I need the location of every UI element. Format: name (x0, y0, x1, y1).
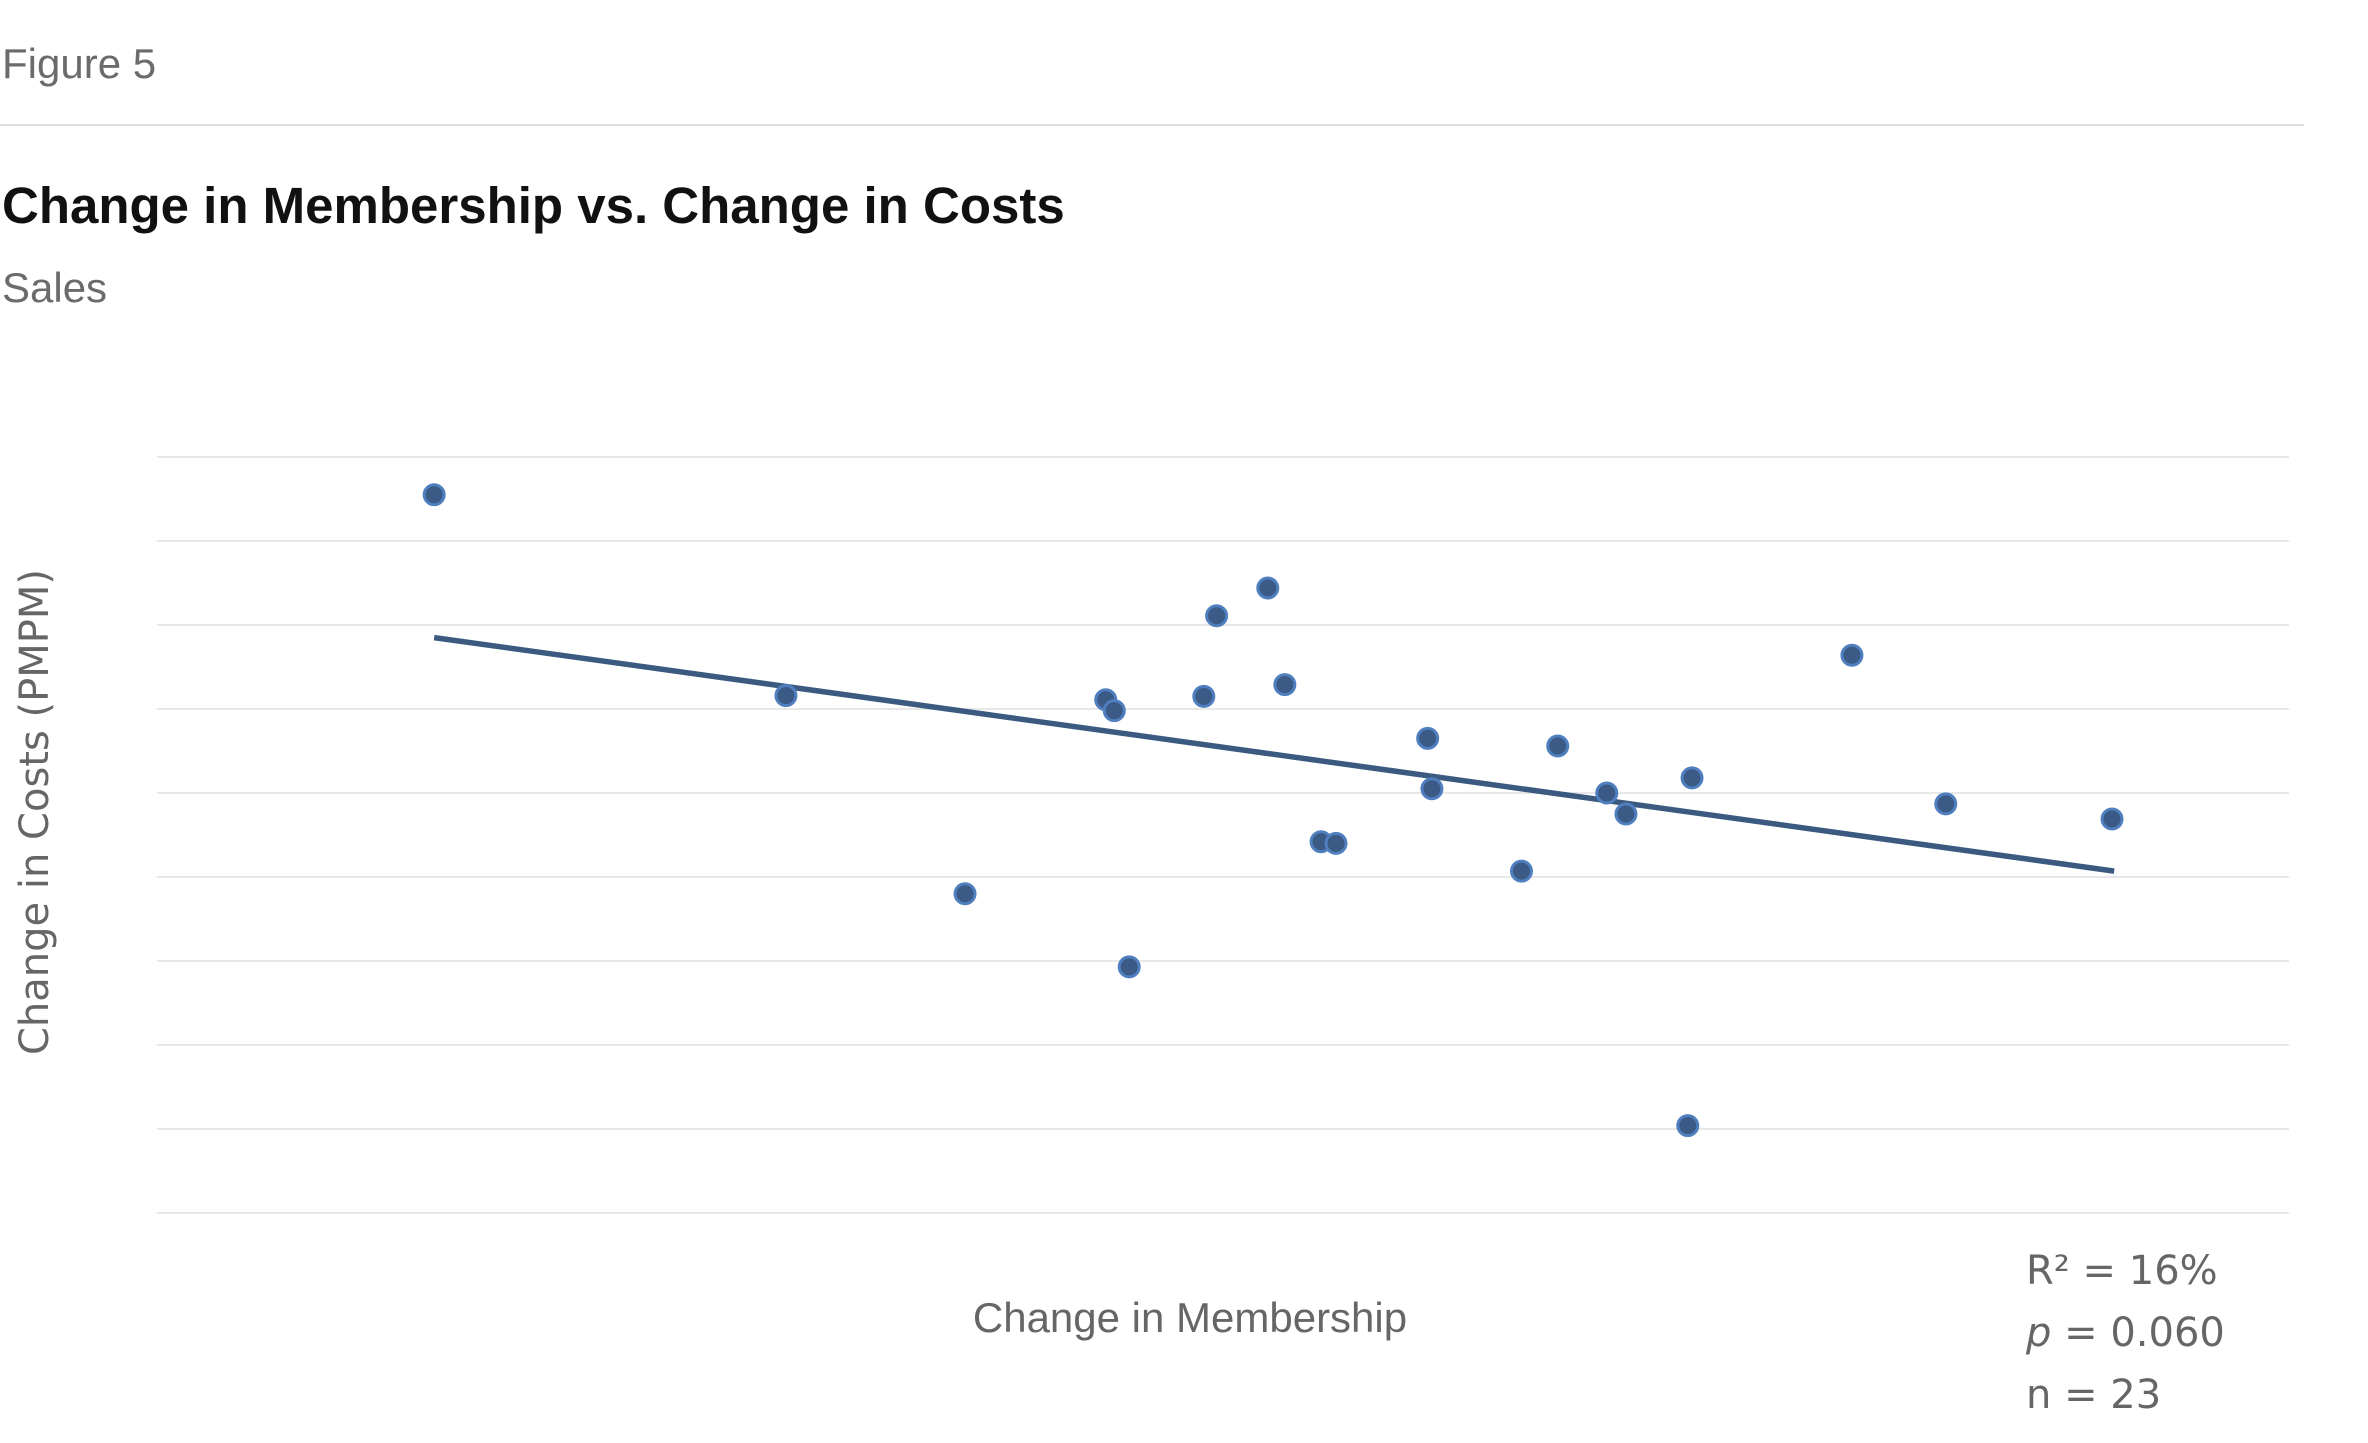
figure-label: Figure 5 (2, 40, 157, 87)
chart-subtitle: Sales (2, 264, 108, 311)
data-point (1509, 859, 1533, 883)
data-point (1416, 726, 1440, 750)
data-point (1934, 792, 1958, 816)
data-point (1192, 684, 1216, 708)
data-point (774, 684, 798, 708)
y-axis-label: Change in Costs (PMPM) (12, 569, 58, 1055)
trendline (433, 634, 2115, 874)
data-point (1256, 576, 1280, 600)
data-point (1614, 802, 1638, 826)
data-point (1420, 777, 1444, 801)
data-point (1595, 781, 1619, 805)
regression-stats: R² = 16% p = 0.060 n = 23 (2026, 1240, 2225, 1426)
data-point (1205, 604, 1229, 628)
data-point (1680, 766, 1704, 790)
p-value: p = 0.060 (2026, 1310, 2225, 1356)
data-point (2100, 807, 2124, 831)
data-point (1324, 831, 1348, 855)
data-point (1117, 955, 1141, 979)
gridlines (157, 456, 2289, 1214)
data-point (953, 882, 977, 906)
data-points (422, 483, 2124, 1138)
sample-size: n = 23 (2026, 1372, 2162, 1418)
divider (0, 124, 2304, 126)
data-point (1676, 1114, 1700, 1138)
data-point (1840, 643, 1864, 667)
r-squared: R² = 16% (2026, 1248, 2218, 1294)
data-point (1546, 734, 1570, 758)
data-point (1273, 673, 1297, 697)
data-point (422, 483, 446, 507)
data-point (1102, 699, 1126, 723)
chart-title: Change in Membership vs. Change in Costs (2, 177, 1065, 234)
x-axis-label: Change in Membership (973, 1294, 1407, 1341)
